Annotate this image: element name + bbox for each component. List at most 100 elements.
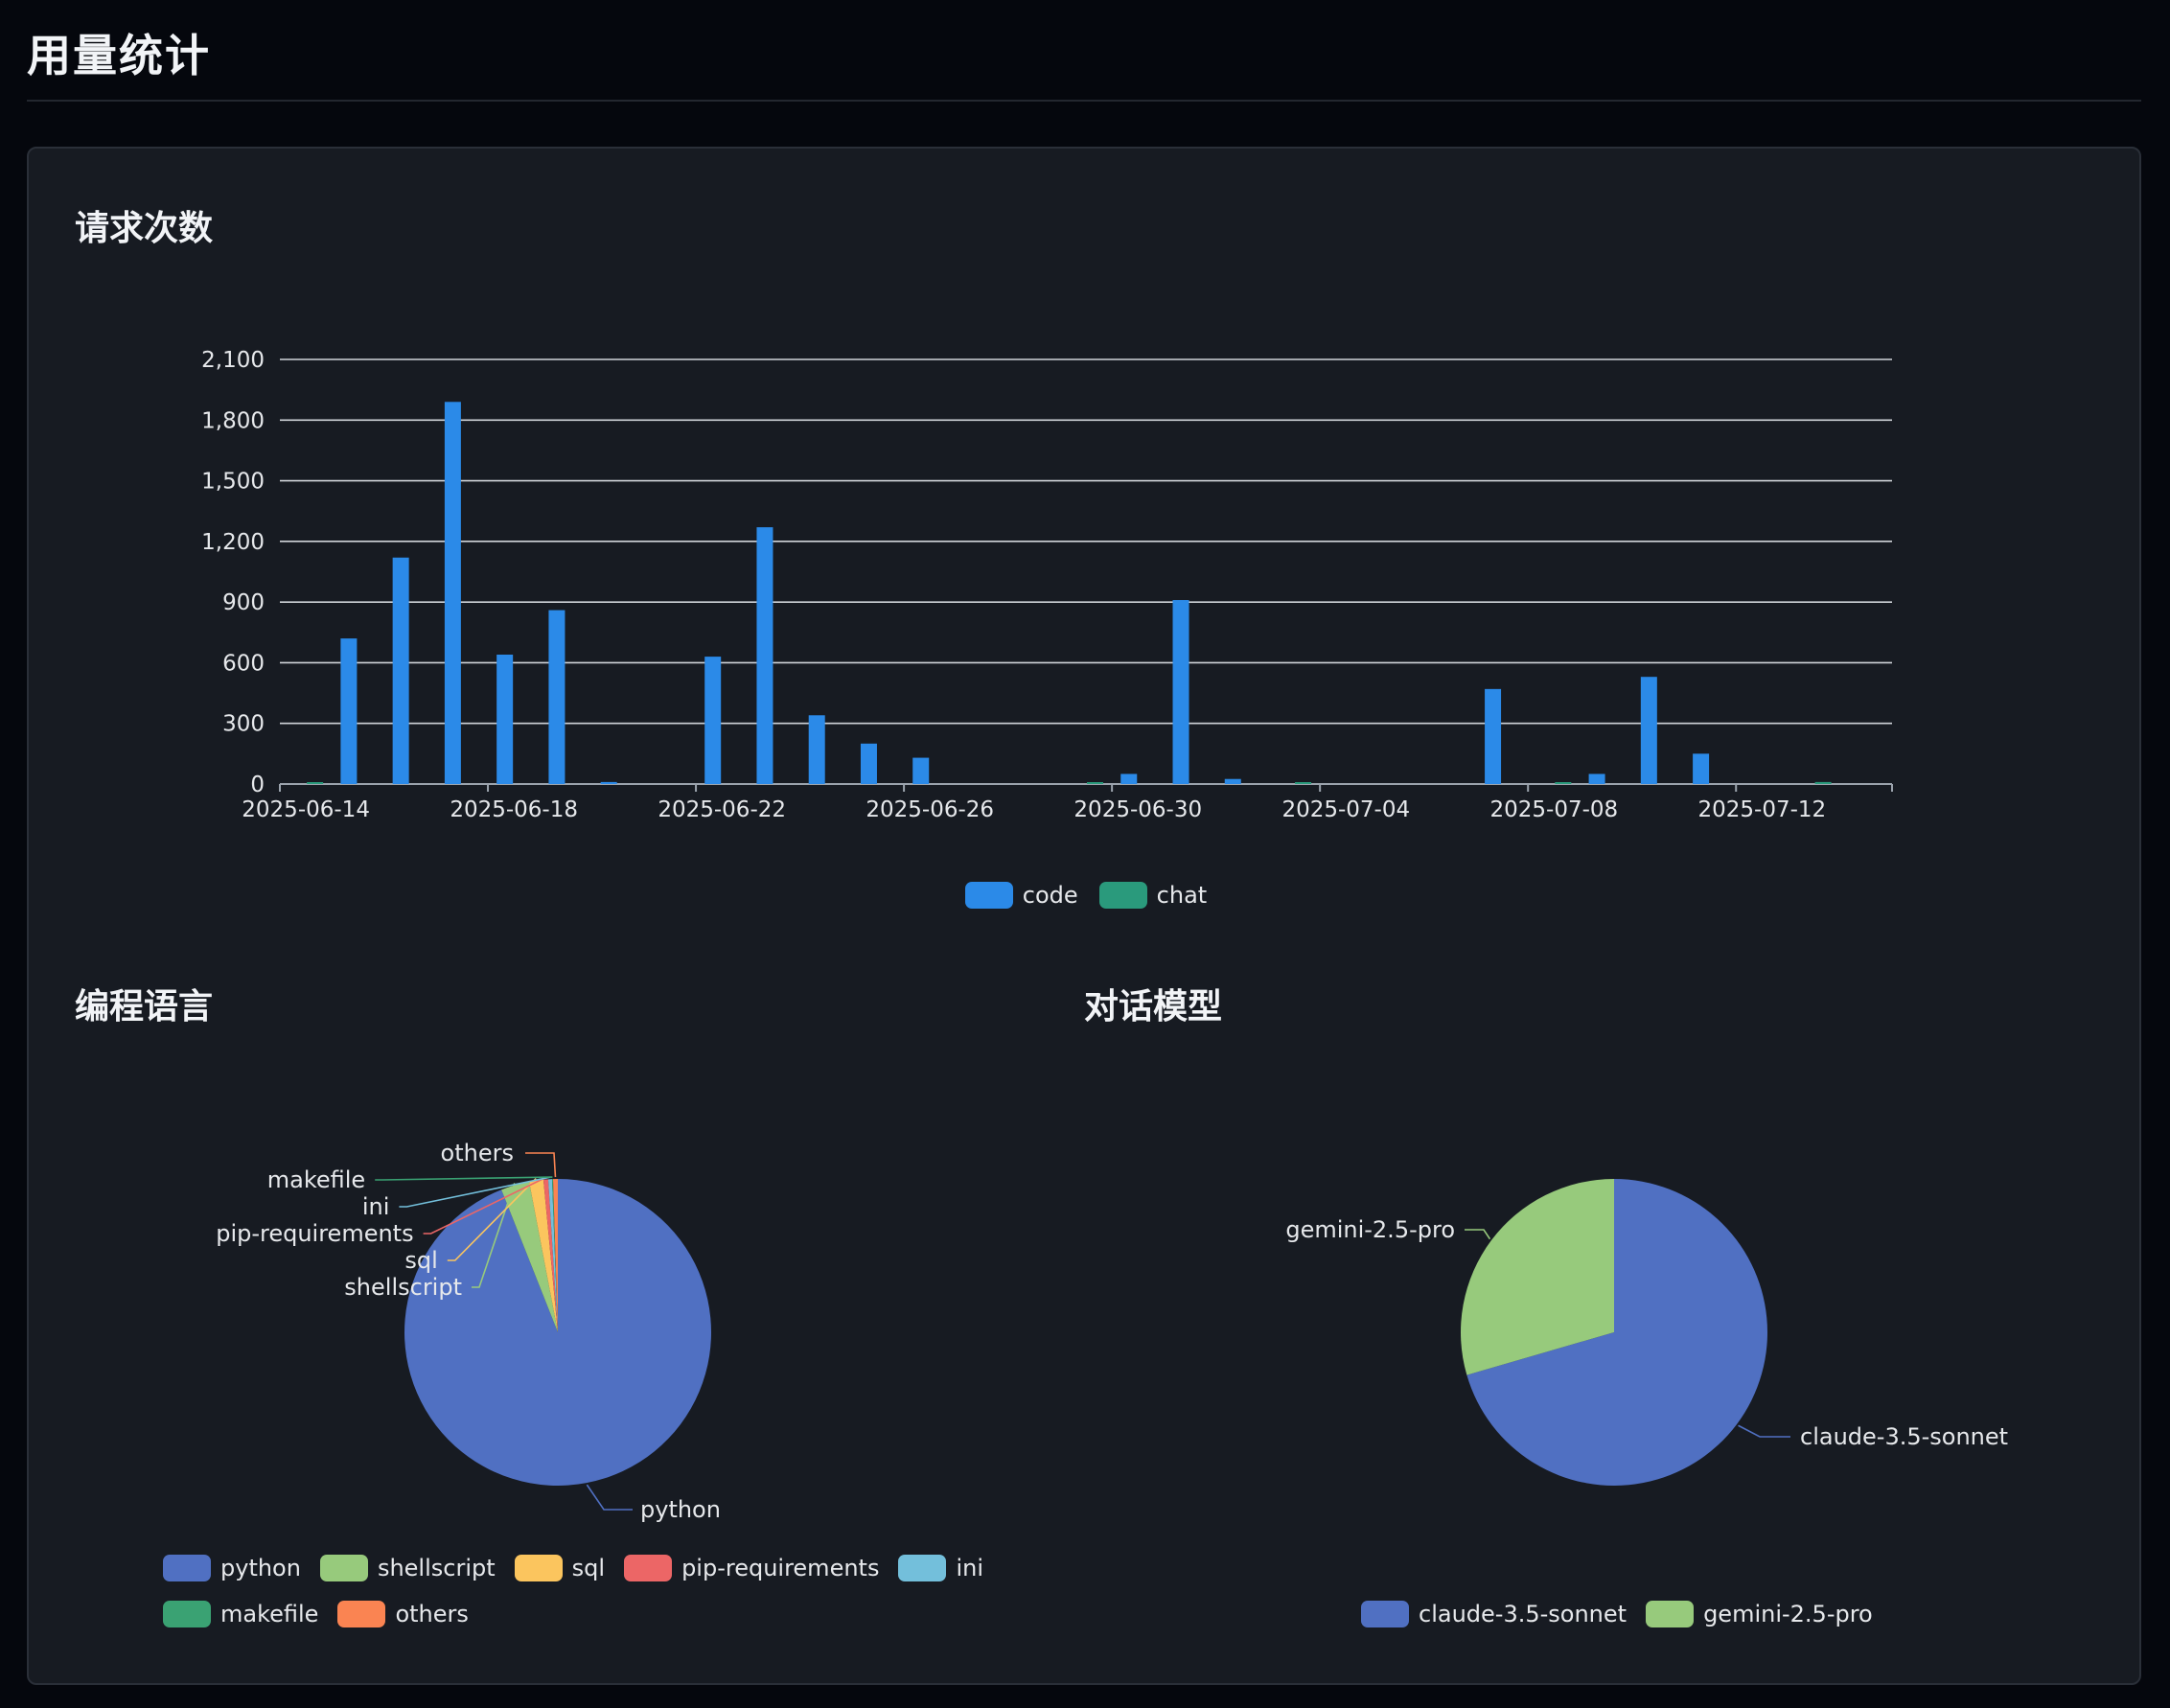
pie-leader-line [1738, 1424, 1790, 1438]
legend-item-pip-requirements[interactable]: pip-requirements [624, 1552, 879, 1584]
legend-swatch [337, 1601, 386, 1627]
bar-chat-2025-07-13 [1814, 781, 1832, 784]
pie-label-makefile: makefile [267, 1166, 365, 1193]
bar-chat-2025-06-29 [1087, 782, 1103, 784]
x-tick-label: 2025-07-08 [1489, 797, 1618, 822]
models-legend: claude-3.5-sonnet gemini-2.5-pro [1361, 1598, 2032, 1630]
pie-slice-ini [547, 1179, 558, 1332]
y-tick-label: 2,100 [201, 348, 265, 373]
legend-swatch [514, 1555, 563, 1581]
y-tick-label: 1,500 [201, 470, 265, 495]
legend-swatch [964, 882, 1013, 909]
bar-code-2025-07-07 [1485, 688, 1502, 784]
bar-code-2025-06-22 [704, 657, 722, 784]
y-tick-label: 600 [222, 651, 265, 676]
legend-label: chat [1156, 882, 1208, 909]
bar-code-2025-06-25 [860, 743, 877, 784]
bar-code-2025-06-30 [1120, 773, 1138, 784]
legend-label: sql [571, 1555, 606, 1581]
legend-swatch [163, 1601, 211, 1627]
legend-swatch [163, 1555, 211, 1581]
legend-item-chat[interactable]: chat [1098, 879, 1208, 912]
pie-label-claude-3-5-sonnet: claude-3.5-sonnet [1800, 1423, 2008, 1450]
legend-swatch [898, 1555, 947, 1581]
bar-code-2025-06-23 [756, 527, 773, 784]
legend-label: claude-3.5-sonnet [1419, 1601, 1628, 1627]
pie-slice-claude-3-5-sonnet [1466, 1179, 1767, 1486]
x-tick-label: 2025-06-22 [658, 797, 786, 822]
legend-swatch [319, 1555, 368, 1581]
legend-label: python [220, 1555, 301, 1581]
pie-slice-others [552, 1179, 558, 1332]
stats-panel: 请求次数 编程语言 对话模型 0 300 600 900 1,200 1,500 1,800… [27, 147, 2141, 1685]
pie-slice-sql [529, 1179, 558, 1332]
title-divider [27, 100, 2141, 102]
bar-code-2025-07-01 [1172, 600, 1189, 784]
pie-label-ini: ini [362, 1193, 390, 1220]
x-tick-label: 2025-06-18 [450, 797, 578, 822]
legend-label: code [1022, 882, 1078, 909]
pie-leader-line [399, 1176, 551, 1208]
page-title: 用量统计 [27, 30, 211, 81]
legend-swatch [1361, 1601, 1409, 1627]
pie-leader-line [586, 1484, 633, 1511]
legend-item-gemini-2-5-pro[interactable]: gemini-2.5-pro [1646, 1598, 1873, 1630]
bar-code-2025-06-19 [548, 610, 566, 784]
y-tick-label: 1,800 [201, 408, 265, 433]
legend-label: others [395, 1601, 469, 1627]
languages-section-title: 编程语言 [75, 987, 214, 1027]
bar-code-2025-06-24 [808, 715, 825, 784]
x-tick-label: 2025-06-30 [1073, 797, 1202, 822]
legend-item-python[interactable]: python [163, 1552, 301, 1584]
bar-code-2025-06-18 [496, 654, 514, 784]
bar-chat-2025-06-14 [307, 782, 324, 784]
bar-code-2025-06-26 [912, 757, 930, 784]
requests-section-title: 请求次数 [75, 209, 214, 248]
legend-item-makefile[interactable]: makefile [163, 1598, 318, 1630]
pie-label-others: others [441, 1140, 514, 1166]
pie-slice-python [404, 1179, 711, 1486]
pie-leader-line [447, 1178, 537, 1261]
y-tick-label: 1,200 [201, 530, 265, 555]
bar-code-2025-06-16 [392, 557, 409, 784]
legend-item-ini[interactable]: ini [898, 1552, 983, 1584]
pie-label-gemini-2-5-pro: gemini-2.5-pro [1285, 1216, 1455, 1243]
pie-leader-line [1465, 1229, 1491, 1240]
pie-leader-line [375, 1176, 553, 1181]
bar-code-2025-07-09 [1588, 773, 1605, 784]
legend-label: shellscript [377, 1555, 496, 1581]
pie-slice-pip-requirements [542, 1179, 558, 1332]
legend-item-sql[interactable]: sql [514, 1552, 606, 1584]
pie-slice-makefile [551, 1179, 558, 1332]
y-tick-label: 0 [250, 773, 265, 797]
legend-item-others[interactable]: others [337, 1598, 469, 1630]
bar-code-2025-06-20 [600, 781, 617, 784]
bar-chat-2025-07-03 [1295, 782, 1312, 784]
pie-label-shellscript: shellscript [344, 1274, 462, 1301]
bar-code-2025-07-11 [1693, 753, 1710, 784]
languages-pie-chart: python shellscriptsqlpip-requirementsinim… [216, 1140, 721, 1523]
models-section-title: 对话模型 [1084, 987, 1223, 1027]
pie-label-pip-requirements: pip-requirements [216, 1220, 413, 1247]
x-tick-label: 2025-07-12 [1698, 797, 1827, 822]
legend-item-code[interactable]: code [964, 879, 1078, 912]
requests-legend: code chat [29, 879, 2143, 912]
bar-code-2025-07-10 [1640, 677, 1657, 784]
legend-label: gemini-2.5-pro [1703, 1601, 1873, 1627]
legend-item-shellscript[interactable]: shellscript [319, 1552, 496, 1584]
y-tick-label: 900 [222, 590, 265, 615]
pie-slice-gemini-2-5-pro [1461, 1179, 1614, 1375]
legend-label: ini [956, 1555, 983, 1581]
legend-item-claude-3-5-sonnet[interactable]: claude-3.5-sonnet [1361, 1598, 1627, 1630]
pie-label-sql: sql [404, 1247, 437, 1274]
pie-leader-line [423, 1176, 546, 1235]
x-tick-label: 2025-07-04 [1281, 797, 1410, 822]
bar-code-2025-07-02 [1224, 778, 1241, 784]
x-tick-label: 2025-06-26 [866, 797, 994, 822]
legend-swatch [1646, 1601, 1695, 1627]
bar-code-2025-06-15 [340, 638, 358, 784]
pie-slice-shellscript [501, 1181, 558, 1332]
bar-code-2025-06-17 [444, 402, 461, 784]
models-pie-chart: claude-3.5-sonnet gemini-2.5-pro [1285, 1179, 2008, 1486]
pie-label-python: python [640, 1496, 721, 1523]
